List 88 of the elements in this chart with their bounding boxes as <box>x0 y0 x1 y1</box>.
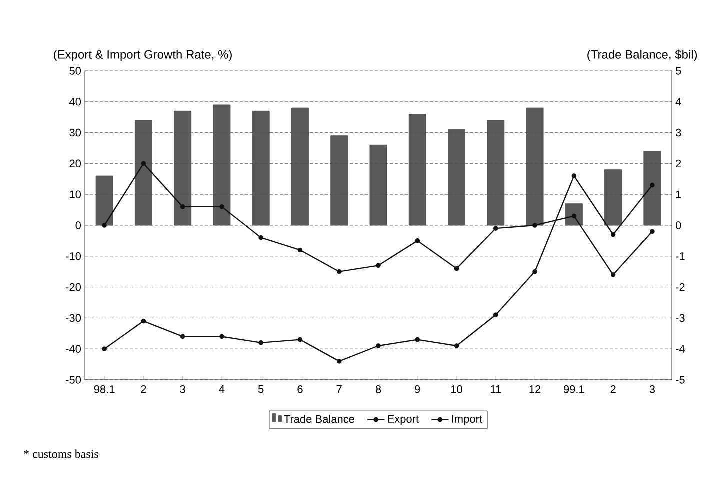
x-tick-label: 9 <box>415 386 420 394</box>
point <box>415 238 420 244</box>
x-tick-label: 3 <box>650 386 656 394</box>
legend-label: Export <box>388 415 419 426</box>
y2-tick-label: -4 <box>676 345 685 353</box>
point <box>572 214 577 219</box>
x-tick-label: 99.1 <box>564 386 584 394</box>
point <box>494 226 498 231</box>
point <box>532 269 538 274</box>
point <box>298 337 303 342</box>
point <box>141 318 146 324</box>
bar <box>96 176 114 226</box>
y-axis-title: (Export & Import Growth Rate, %) <box>54 50 232 62</box>
x-tick-label: 2 <box>141 386 146 394</box>
point <box>298 248 303 253</box>
y-tick-label: 10 <box>70 190 82 198</box>
point <box>102 346 107 352</box>
y2-tick-label: -2 <box>676 283 685 292</box>
bar <box>252 110 270 226</box>
point <box>220 204 224 210</box>
text: * customs basis <box>24 450 98 458</box>
point <box>494 312 498 318</box>
point <box>415 337 420 342</box>
bar <box>604 170 622 226</box>
point <box>376 263 381 268</box>
point <box>336 269 342 274</box>
y-tick-label: 40 <box>69 98 82 106</box>
x-tick-label: 4 <box>219 386 225 394</box>
bar <box>174 110 192 226</box>
point <box>454 266 460 272</box>
point <box>610 272 616 278</box>
point <box>572 174 577 178</box>
y2-tick-label: 4 <box>676 98 682 106</box>
x-tick-label: 12 <box>530 386 541 394</box>
x-tick-label: 8 <box>376 386 382 394</box>
y-tick-label: -10 <box>66 252 82 260</box>
y2-tick-label: -5 <box>676 376 685 384</box>
legend-label: Trade Balance <box>284 415 355 424</box>
point <box>180 334 186 340</box>
point <box>610 232 616 238</box>
x-tick-label: 98.1 <box>94 386 115 394</box>
y-tick-label: -40 <box>66 345 82 353</box>
bar <box>370 144 388 226</box>
legend-label: Import <box>452 415 482 426</box>
point <box>220 334 224 340</box>
bar <box>408 114 426 226</box>
point <box>336 359 342 364</box>
y-tick-label: -50 <box>66 376 82 384</box>
point <box>258 340 264 346</box>
x-tick-label: 6 <box>298 386 303 394</box>
y-tick-label: 20 <box>70 160 82 168</box>
x-tick-label: 3 <box>180 386 186 394</box>
y2-tick-label: -1 <box>676 252 685 260</box>
y2-tick-label: 5 <box>676 67 682 75</box>
x-tick-label: 10 <box>451 386 462 394</box>
y2-tick-label: 1 <box>676 190 682 198</box>
y2-axis-title: (Trade Balance, $bil) <box>588 50 698 62</box>
x-tick-label: 2 <box>610 386 616 394</box>
bar <box>330 136 348 226</box>
y2-tick-label: -3 <box>676 314 685 322</box>
y2-tick-label: 0 <box>676 222 682 230</box>
point <box>650 182 655 188</box>
point <box>650 229 655 234</box>
bar <box>213 104 231 226</box>
point <box>532 223 538 228</box>
bar <box>292 108 309 226</box>
bar <box>135 120 152 226</box>
point <box>102 223 107 228</box>
y-tick-label: 30 <box>70 128 82 137</box>
y-tick-label: -30 <box>66 314 82 322</box>
point <box>454 344 460 348</box>
point <box>258 235 264 240</box>
bar <box>487 120 505 226</box>
x-tick-label: 11 <box>491 386 502 394</box>
y2-tick-label: 3 <box>676 128 682 137</box>
y-tick-label: 50 <box>70 67 82 75</box>
point <box>180 204 186 210</box>
bar <box>565 204 583 226</box>
x-tick-label: 7 <box>336 386 342 394</box>
y-tick-label: 0 <box>76 222 82 230</box>
bar <box>644 151 662 226</box>
point <box>376 344 381 348</box>
bar <box>526 108 544 226</box>
y-tick-label: -20 <box>66 283 82 292</box>
x-tick-label: 5 <box>258 386 264 394</box>
y2-tick-label: 2 <box>676 160 682 168</box>
point <box>141 161 146 166</box>
bar <box>448 130 466 226</box>
